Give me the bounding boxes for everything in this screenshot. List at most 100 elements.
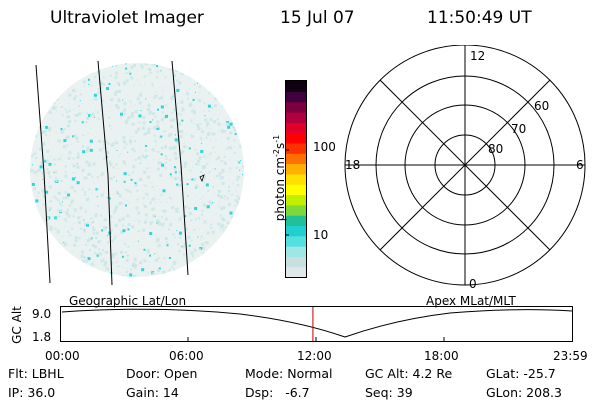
aurora-pixel — [132, 245, 134, 247]
aurora-pixel — [52, 105, 54, 107]
aurora-pixel — [114, 63, 118, 67]
aurora-pixel — [202, 251, 205, 254]
aurora-pixel — [68, 258, 70, 260]
aurora-pixel — [211, 230, 215, 234]
aurora-pixel — [126, 284, 128, 286]
aurora-pixel — [99, 240, 102, 243]
aurora-pixel — [45, 190, 49, 194]
aurora-pixel — [238, 229, 242, 233]
aurora-pixel — [148, 261, 150, 263]
aurora-pixel — [63, 258, 66, 261]
aurora-pixel — [241, 76, 244, 80]
aurora-pixel — [138, 223, 140, 225]
aurora-pixel — [127, 190, 130, 193]
aurora-pixel — [184, 165, 187, 168]
aurora-pixel — [87, 172, 91, 176]
aurora-pixel — [193, 106, 195, 108]
aurora-pixel — [213, 232, 215, 234]
aurora-pixel — [66, 87, 68, 89]
aurora-pixel — [145, 218, 147, 220]
aurora-pixel — [194, 91, 196, 93]
aurora-pixel — [76, 155, 80, 159]
aurora-pixel — [127, 255, 129, 257]
aurora-pixel — [32, 70, 35, 73]
aurora-pixel — [90, 127, 92, 129]
aurora-pixel — [59, 157, 62, 160]
aurora-pixel — [185, 92, 189, 96]
aurora-pixel — [83, 219, 85, 221]
aurora-pixel — [64, 165, 67, 168]
aurora-pixel — [118, 218, 122, 222]
aurora-pixel — [106, 227, 108, 229]
unit-exp-1: -2 — [272, 148, 281, 157]
aurora-pixel — [76, 165, 80, 169]
aurora-pixel — [108, 197, 111, 200]
aurora-pixel — [223, 171, 225, 173]
aurora-pixel — [184, 283, 186, 285]
aurora-pixel — [193, 177, 197, 181]
aurora-pixel — [130, 178, 133, 181]
aurora-pixel — [215, 266, 217, 268]
aurora-pixel — [201, 246, 205, 250]
aurora-pixel — [62, 218, 64, 220]
aurora-pixel — [190, 134, 194, 138]
aurora-pixel — [120, 281, 122, 283]
aurora-pixel — [237, 90, 239, 92]
aurora-pixel — [43, 254, 45, 256]
aurora-pixel — [87, 132, 89, 134]
aurora-pixel — [183, 145, 187, 149]
aurora-pixel — [149, 170, 151, 172]
aurora-pixel — [115, 141, 119, 145]
aurora-pixel — [44, 160, 47, 163]
aurora-pixel — [30, 209, 34, 213]
aurora-pixel — [165, 87, 167, 89]
aurora-pixel — [236, 201, 240, 205]
aurora-pixel — [55, 179, 58, 182]
aurora-pixel — [32, 129, 35, 132]
aurora-pixel — [110, 261, 114, 265]
aurora-pixel — [55, 253, 59, 257]
aurora-pixel — [150, 209, 152, 211]
aurora-pixel — [51, 56, 53, 58]
aurora-pixel — [160, 96, 164, 100]
aurora-pixel — [237, 196, 241, 200]
aurora-pixel — [80, 215, 82, 217]
aurora-pixel — [131, 106, 133, 108]
colorbar-segment — [286, 111, 306, 123]
aurora-pixel — [243, 68, 244, 71]
aurora-pixel — [223, 68, 225, 70]
aurora-pixel — [177, 122, 181, 126]
aurora-pixel — [232, 95, 236, 99]
aurora-pixel — [89, 277, 90, 278]
aurora-pixel — [171, 111, 174, 114]
aurora-pixel — [193, 284, 196, 287]
aurora-pixel — [66, 261, 70, 265]
aurora-pixel — [168, 271, 171, 274]
aurora-pixel — [178, 250, 181, 253]
aurora-pixel — [161, 147, 163, 149]
aurora-pixel — [226, 197, 229, 200]
aurora-pixel — [62, 197, 65, 200]
aurora-pixel — [163, 257, 166, 260]
aurora-pixel — [55, 254, 57, 256]
aurora-pixel — [127, 223, 131, 227]
aurora-pixel — [92, 232, 95, 235]
aurora-pixel — [146, 63, 149, 65]
longitude-line-2 — [97, 60, 113, 286]
aurora-pixel — [94, 107, 96, 109]
aurora-pixel — [31, 141, 33, 143]
aurora-pixel — [68, 204, 71, 207]
aurora-pixel — [203, 279, 204, 280]
aurora-pixel — [99, 81, 103, 85]
aurora-pixel — [153, 134, 156, 137]
aurora-pixel — [46, 149, 50, 153]
aurora-pixel — [110, 229, 113, 232]
aurora-pixel — [236, 108, 239, 111]
aurora-pixel — [43, 78, 45, 80]
aurora-pixel — [38, 125, 42, 129]
aurora-pixel — [84, 209, 86, 211]
aurora-pixel — [52, 120, 54, 122]
aurora-pixel — [121, 255, 124, 258]
aurora-pixel — [74, 176, 76, 178]
aurora-pixel — [181, 119, 184, 122]
